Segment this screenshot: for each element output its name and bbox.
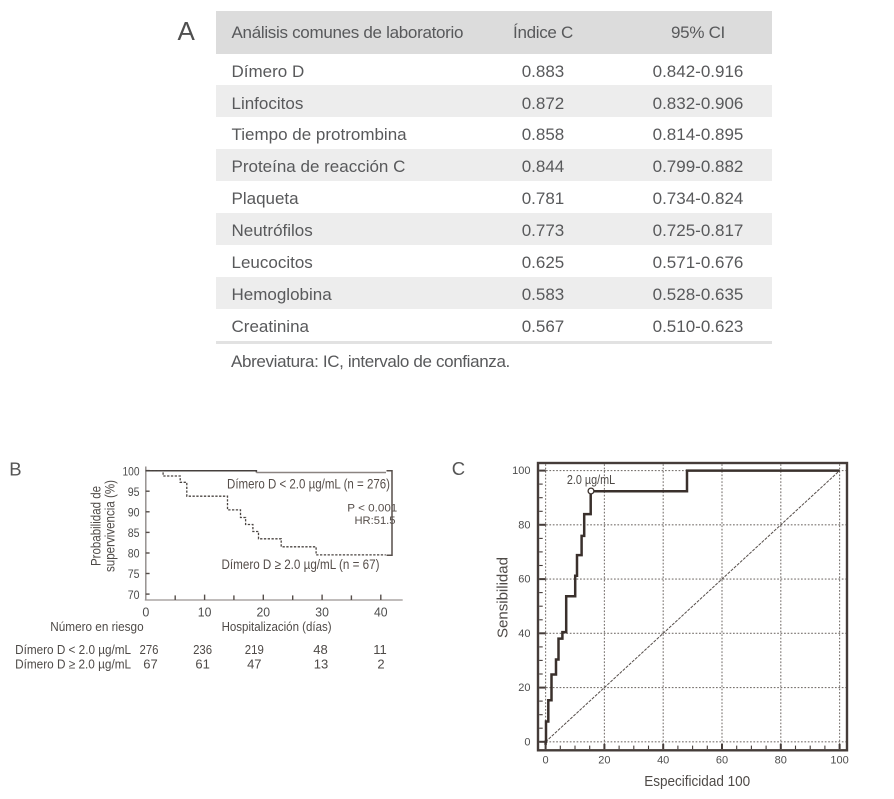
- svg-text:30: 30: [315, 605, 329, 619]
- svg-text:219: 219: [245, 642, 264, 657]
- svg-text:Dímero D < 2.0 µg/mL (n = 276): Dímero D < 2.0 µg/mL (n = 276): [227, 477, 390, 492]
- svg-text:70: 70: [128, 588, 140, 602]
- svg-text:Probabilidad de: Probabilidad de: [89, 486, 104, 566]
- svg-text:HR:51.5: HR:51.5: [354, 515, 395, 527]
- svg-text:40: 40: [657, 755, 669, 767]
- svg-text:20: 20: [257, 605, 271, 619]
- svg-text:Dímero D ≥ 2.0 µg/mL: Dímero D ≥ 2.0 µg/mL: [15, 657, 131, 672]
- svg-text:0: 0: [524, 736, 530, 748]
- svg-text:95: 95: [128, 485, 140, 499]
- svg-text:B: B: [9, 458, 21, 479]
- svg-text:80: 80: [775, 755, 787, 767]
- svg-text:47: 47: [247, 657, 261, 672]
- svg-text:Especificidad 100: Especificidad 100: [644, 773, 750, 790]
- svg-text:100: 100: [123, 464, 140, 478]
- svg-text:90: 90: [128, 506, 140, 520]
- svg-text:61: 61: [195, 657, 209, 672]
- svg-text:Número en riesgo: Número en riesgo: [50, 619, 143, 634]
- svg-text:Sensibilidad: Sensibilidad: [495, 557, 512, 638]
- svg-text:2: 2: [377, 657, 384, 672]
- svg-text:20: 20: [598, 755, 610, 767]
- svg-text:0: 0: [543, 755, 549, 767]
- svg-text:2.0 µg/mL: 2.0 µg/mL: [567, 473, 615, 487]
- svg-text:C: C: [452, 458, 465, 479]
- svg-text:100: 100: [830, 755, 848, 767]
- svg-text:80: 80: [518, 519, 530, 531]
- svg-text:75: 75: [128, 567, 140, 581]
- svg-text:Dímero D ≥ 2.0 µg/mL (n = 67): Dímero D ≥ 2.0 µg/mL (n = 67): [222, 557, 380, 572]
- svg-text:40: 40: [518, 628, 530, 640]
- svg-text:10: 10: [198, 605, 212, 619]
- svg-text:67: 67: [143, 657, 157, 672]
- svg-text:40: 40: [374, 605, 388, 619]
- svg-text:supervivencia (%): supervivencia (%): [103, 480, 118, 572]
- svg-text:80: 80: [128, 547, 140, 561]
- svg-text:60: 60: [518, 574, 530, 586]
- svg-text:Dímero D < 2.0 µg/mL: Dímero D < 2.0 µg/mL: [15, 642, 131, 657]
- svg-text:48: 48: [313, 642, 327, 657]
- svg-text:13: 13: [314, 657, 328, 672]
- svg-text:Hospitalización (días): Hospitalización (días): [222, 619, 332, 634]
- svg-text:85: 85: [128, 526, 140, 540]
- svg-text:236: 236: [193, 642, 212, 657]
- svg-text:100: 100: [512, 465, 530, 477]
- svg-text:P < 0.001: P < 0.001: [347, 503, 397, 515]
- svg-text:276: 276: [140, 642, 159, 657]
- svg-text:11: 11: [373, 642, 387, 657]
- svg-text:60: 60: [716, 755, 728, 767]
- svg-text:20: 20: [518, 682, 530, 694]
- svg-text:0: 0: [142, 605, 149, 619]
